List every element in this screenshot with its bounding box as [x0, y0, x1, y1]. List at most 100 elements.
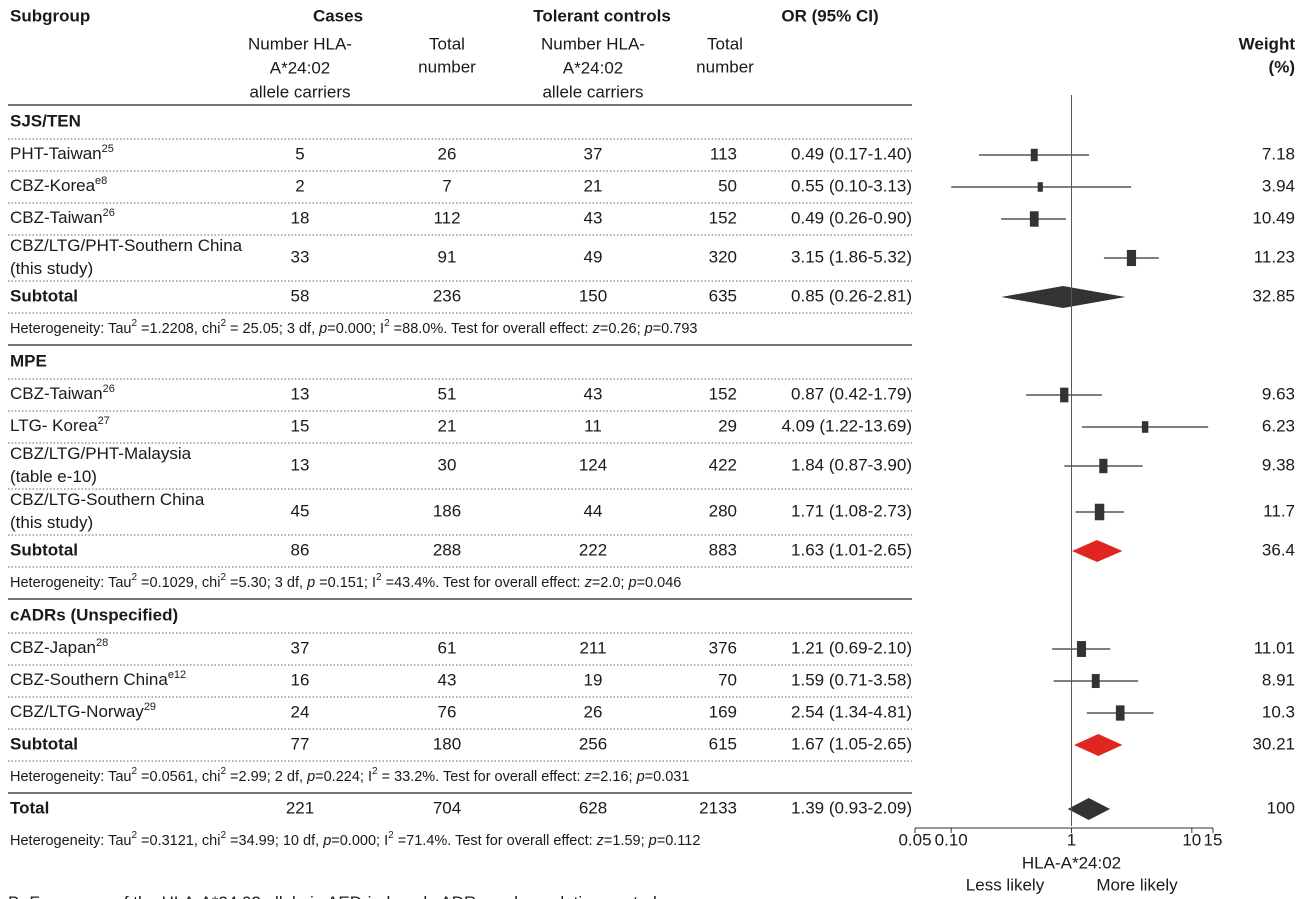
- heterogeneity-part: 2: [384, 318, 390, 329]
- heterogeneity-part: =71.4%. Test for overall effect:: [394, 833, 597, 849]
- study-name: CBZ-Koreae8: [10, 175, 107, 196]
- heterogeneity-part: p: [306, 769, 315, 785]
- study-ref: 26: [103, 207, 115, 219]
- heterogeneity-part: z: [596, 833, 605, 849]
- study-marker: [1094, 503, 1105, 521]
- heterogeneity-part: 2: [131, 572, 137, 583]
- panel-title: Frequency of the HLA-A*24:02 allele in A…: [29, 893, 665, 899]
- cases-carriers: 16: [291, 670, 310, 689]
- study-name-text: CBZ-Taiwan: [10, 384, 103, 403]
- weight: 9.38: [1262, 455, 1295, 474]
- subheader-carriers: Number HLA-: [248, 34, 352, 53]
- weight: 8.91: [1262, 670, 1295, 689]
- study-marker: [1030, 148, 1038, 162]
- study-name-text: CBZ/LTG-Norway: [10, 702, 144, 721]
- heterogeneity-part: 2: [376, 572, 382, 583]
- controls-carriers: 150: [579, 286, 607, 305]
- heterogeneity: Heterogeneity: Tau2 =0.0561, chi2 =2.99;…: [10, 766, 689, 785]
- weight: 11.7: [1263, 501, 1295, 520]
- cases-carriers: 33: [291, 247, 310, 266]
- weight: 11.01: [1254, 638, 1295, 657]
- study-name-text: CBZ-Taiwan: [10, 208, 103, 227]
- heterogeneity-part: =2.16;: [592, 769, 637, 785]
- weight: 32.85: [1252, 286, 1295, 305]
- heterogeneity-part: 2: [220, 318, 226, 329]
- study-marker: [1037, 182, 1043, 192]
- group-name: SJS/TEN: [10, 111, 81, 130]
- heterogeneity-part: 2: [388, 830, 394, 841]
- study-ref: 29: [144, 701, 156, 713]
- controls-carriers: 256: [579, 734, 607, 753]
- subheader-carriers: A*24:02: [563, 58, 624, 77]
- study-name-text: LTG- Korea: [10, 416, 98, 435]
- study-name: (this study): [10, 513, 93, 532]
- controls-carriers: 11: [584, 416, 602, 435]
- cases-total: 288: [433, 540, 461, 559]
- heterogeneity-part: z: [584, 575, 593, 591]
- cases-total: 180: [433, 734, 461, 753]
- or-ci: 1.21 (0.69-2.10): [791, 638, 912, 657]
- cases-total: 21: [438, 416, 457, 435]
- cases-carriers: 5: [295, 144, 304, 163]
- or-ci: 0.55 (0.10-3.13): [791, 176, 912, 195]
- study-name-text: CBZ-Korea: [10, 176, 96, 195]
- study-ref: 26: [103, 383, 115, 395]
- controls-total: 320: [709, 247, 737, 266]
- study-marker: [1029, 211, 1039, 227]
- cases-total: 61: [438, 638, 457, 657]
- controls-carriers: 37: [584, 144, 603, 163]
- header-tolerant: Tolerant controls: [533, 6, 671, 25]
- controls-total: 635: [709, 286, 737, 305]
- cases-total: 186: [433, 501, 461, 520]
- controls-carriers: 19: [584, 670, 603, 689]
- study-name-text: CBZ/LTG/PHT-Southern China: [10, 236, 243, 255]
- or-ci: 4.09 (1.22-13.69): [782, 416, 912, 435]
- controls-carriers: 44: [584, 501, 603, 520]
- heterogeneity-part: =5.30; 3 df,: [226, 575, 307, 591]
- cases-total: 91: [438, 247, 457, 266]
- study-marker: [1126, 249, 1137, 267]
- subheader-carriers: allele carriers: [542, 82, 643, 101]
- heterogeneity: Heterogeneity: Tau2 =0.3121, chi2 =34.99…: [10, 830, 700, 849]
- heterogeneity-part: =43.4%. Test for overall effect:: [382, 575, 585, 591]
- next-panel-title: B Frequency of the HLA-A*24:02 allele in …: [8, 893, 665, 899]
- subheader-carriers: allele carriers: [249, 82, 350, 101]
- right-label: More likely: [1096, 875, 1178, 894]
- or-ci: 1.84 (0.87-3.90): [791, 455, 912, 474]
- study-name: CBZ-Taiwan26: [10, 207, 115, 228]
- group-name: cADRs (Unspecified): [10, 605, 178, 624]
- heterogeneity-part: =0.112: [657, 833, 701, 849]
- controls-total: 280: [709, 501, 737, 520]
- weight: 9.63: [1262, 384, 1295, 403]
- study-marker: [1060, 387, 1069, 403]
- weight: 36.4: [1262, 540, 1295, 559]
- cases-carriers: 221: [286, 798, 314, 817]
- subtotal-label: Subtotal: [10, 734, 78, 753]
- heterogeneity-part: Heterogeneity: Tau: [10, 575, 131, 591]
- study-name-text: CBZ/LTG-Southern China: [10, 490, 205, 509]
- weight: 10.3: [1262, 702, 1295, 721]
- subheader-carriers: A*24:02: [270, 58, 331, 77]
- heterogeneity-part: 2: [131, 766, 137, 777]
- cases-carriers: 37: [291, 638, 310, 657]
- or-ci: 0.87 (0.42-1.79): [791, 384, 912, 403]
- header-subgroup: Subgroup: [10, 6, 90, 25]
- heterogeneity-part: p: [644, 321, 653, 337]
- controls-carriers: 49: [584, 247, 603, 266]
- or-ci: 0.85 (0.26-2.81): [791, 286, 912, 305]
- total-label: Total: [10, 798, 49, 817]
- heterogeneity-part: =0.1029, chi: [137, 575, 220, 591]
- heterogeneity-part: =0.793: [653, 321, 698, 337]
- weight: 6.23: [1262, 416, 1295, 435]
- controls-total: 615: [709, 734, 737, 753]
- heterogeneity: Heterogeneity: Tau2 =0.1029, chi2 =5.30;…: [10, 572, 681, 591]
- header-cases: Cases: [313, 6, 363, 25]
- x-tick-label: 1: [1067, 830, 1076, 849]
- x-tick-label: 15: [1204, 830, 1223, 849]
- heterogeneity-part: p: [628, 575, 637, 591]
- weight: 7.18: [1262, 144, 1295, 163]
- weight: 3.94: [1262, 176, 1295, 195]
- heterogeneity-part: =1.59;: [604, 833, 649, 849]
- study-ref: 25: [102, 143, 114, 155]
